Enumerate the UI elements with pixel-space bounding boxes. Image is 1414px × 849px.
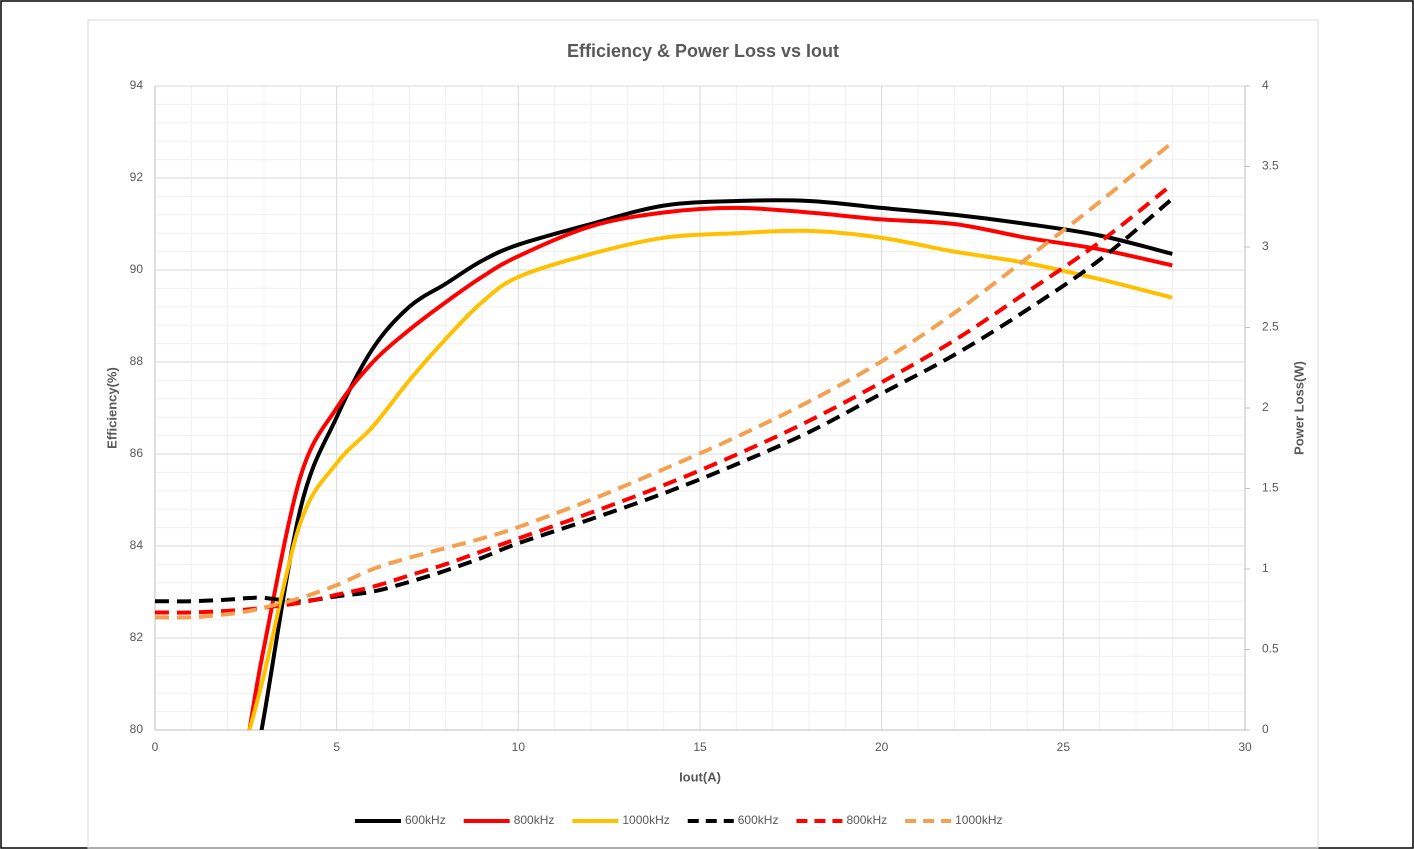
x-tick-label: 30 [1238,740,1252,754]
y2-tick-label: 1 [1262,561,1269,575]
legend-label: 800kHz [846,813,887,827]
y-tick-label: 90 [130,262,144,276]
y2-tick-label: 4 [1262,78,1269,92]
plot [155,140,1174,730]
legend-label: 1000kHz [955,813,1002,827]
y-axis-title: Efficiency(%) [104,367,119,449]
x-tick-label: 0 [152,740,159,754]
series-line [155,182,1174,615]
y2-tick-label: 0 [1262,722,1269,736]
y-tick-label: 94 [130,78,144,92]
series-line [259,198,1173,730]
x-tick-label: 20 [875,740,889,754]
x-tick-label: 5 [333,740,340,754]
x-tick-label: 25 [1057,740,1071,754]
x-axis-title: Iout(A) [679,769,721,784]
y2-tick-label: 0.5 [1262,642,1279,656]
y-tick-label: 82 [130,630,144,644]
y-tick-label: 86 [130,446,144,460]
y2-tick-label: 3.5 [1262,159,1279,173]
y2-tick-label: 2.5 [1262,320,1279,334]
series-line [155,140,1174,620]
y-tick-label: 80 [130,722,144,736]
legend-label: 600kHz [405,813,446,827]
y2-tick-label: 2 [1262,400,1269,414]
legend-label: 1000kHz [622,813,669,827]
legend-label: 800kHz [514,813,555,827]
y2-tick-label: 1.5 [1262,481,1279,495]
chart-title: Efficiency & Power Loss vs Iout [567,41,839,61]
y2-tick-label: 3 [1262,239,1269,253]
legend-label: 600kHz [738,813,779,827]
chart-area [87,19,1319,849]
y-tick-label: 92 [130,170,144,184]
x-tick-label: 10 [512,740,526,754]
x-tick-label: 15 [693,740,707,754]
series-line [247,205,1173,730]
y-tick-label: 88 [130,354,144,368]
series-line [155,197,1174,604]
y-tick-label: 84 [130,538,144,552]
y2-axis-title: Power Loss(W) [1291,361,1306,455]
series-line [247,228,1173,730]
